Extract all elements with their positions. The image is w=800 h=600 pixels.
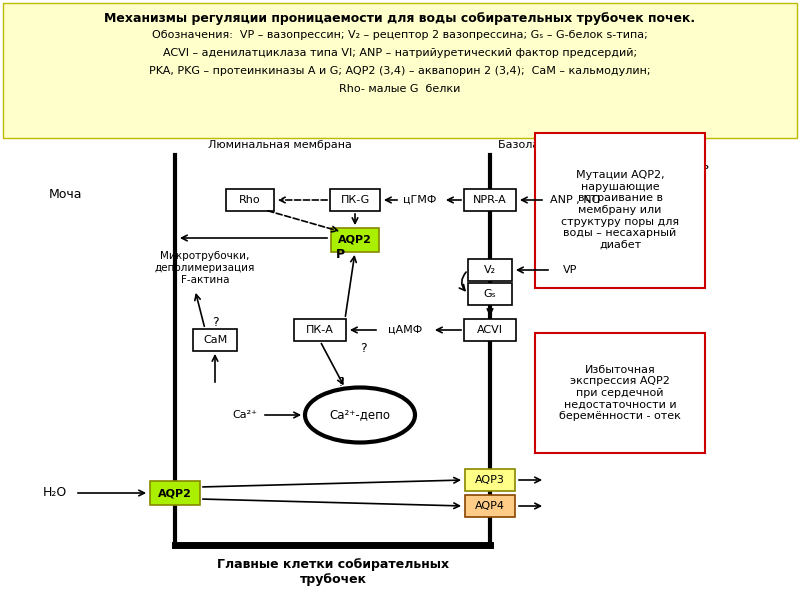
Text: AQP4: AQP4 xyxy=(475,501,505,511)
Text: Моча: Моча xyxy=(48,188,82,202)
Bar xyxy=(193,329,237,351)
Bar xyxy=(331,228,379,252)
Text: Люминальная мембрана: Люминальная мембрана xyxy=(208,140,352,150)
Bar xyxy=(468,283,512,305)
Text: ?: ? xyxy=(337,377,343,389)
Bar xyxy=(330,189,380,211)
Ellipse shape xyxy=(305,388,415,443)
Bar xyxy=(465,469,515,491)
Bar xyxy=(150,481,200,505)
Text: ACVI – аденилатциклаза типа VI; ANP – натрийуретический фактор предсердий;: ACVI – аденилатциклаза типа VI; ANP – на… xyxy=(163,48,637,58)
Text: VP: VP xyxy=(563,265,577,275)
Text: Ca²⁺-депо: Ca²⁺-депо xyxy=(330,409,390,421)
Bar xyxy=(465,495,515,517)
Text: Микротрубочки,
деполимеризация
F-актина: Микротрубочки, деполимеризация F-актина xyxy=(155,251,255,284)
Text: ПК-G: ПК-G xyxy=(340,195,370,205)
Bar xyxy=(464,319,516,341)
Bar xyxy=(468,259,512,281)
Text: AQP3: AQP3 xyxy=(475,475,505,485)
Text: ПК-А: ПК-А xyxy=(306,325,334,335)
Text: Кровь: Кровь xyxy=(670,158,710,172)
Text: цАМФ: цАМФ xyxy=(388,325,422,335)
Bar xyxy=(535,333,705,453)
Text: AQP2: AQP2 xyxy=(338,235,372,245)
Bar xyxy=(3,3,797,138)
Text: Обозначения:  VP – вазопрессин; V₂ – рецептор 2 вазопрессина; Gₛ – G-белок s-тип: Обозначения: VP – вазопрессин; V₂ – реце… xyxy=(152,30,648,40)
Text: H₂O: H₂O xyxy=(43,487,67,499)
Text: CaM: CaM xyxy=(203,335,227,345)
Text: V₂: V₂ xyxy=(484,265,496,275)
Text: Ca²⁺: Ca²⁺ xyxy=(233,410,258,420)
Text: ?: ? xyxy=(212,316,218,329)
Text: Главные клетки собирательных
трубочек: Главные клетки собирательных трубочек xyxy=(217,558,449,586)
Text: ?: ? xyxy=(360,341,366,355)
Bar xyxy=(545,189,605,211)
Text: Избыточная
экспрессия AQP2
при сердечной
недостаточности и
беремённости - отек: Избыточная экспрессия AQP2 при сердечной… xyxy=(559,365,681,421)
Text: NPR-A: NPR-A xyxy=(473,195,507,205)
Text: AQP2: AQP2 xyxy=(158,488,192,498)
Text: ANP , NO: ANP , NO xyxy=(550,195,600,205)
Text: цГМФ: цГМФ xyxy=(403,195,437,205)
Text: Мутации AQP2,
нарушающие
встраивание в
мембрану или
структуру поры для
воды – не: Мутации AQP2, нарушающие встраивание в м… xyxy=(561,170,679,250)
Text: P: P xyxy=(335,248,345,262)
Bar xyxy=(226,189,274,211)
Text: Rho: Rho xyxy=(239,195,261,205)
Bar xyxy=(464,189,516,211)
Bar xyxy=(551,259,589,281)
Bar xyxy=(535,133,705,287)
Text: Gₛ: Gₛ xyxy=(484,289,496,299)
Text: Базолатеральная мембрана: Базолатеральная мембрана xyxy=(498,140,662,150)
Bar xyxy=(294,319,346,341)
Text: Механизмы регуляции проницаемости для воды собирательных трубочек почек.: Механизмы регуляции проницаемости для во… xyxy=(105,12,695,25)
Text: ACVI: ACVI xyxy=(477,325,503,335)
Text: PKA, PKG – протеинкиназы А и G; AQP2 (3,4) – аквапорин 2 (3,4);  CaM – кальмодул: PKA, PKG – протеинкиназы А и G; AQP2 (3,… xyxy=(150,66,650,76)
Text: Rho- малые G  белки: Rho- малые G белки xyxy=(339,84,461,94)
